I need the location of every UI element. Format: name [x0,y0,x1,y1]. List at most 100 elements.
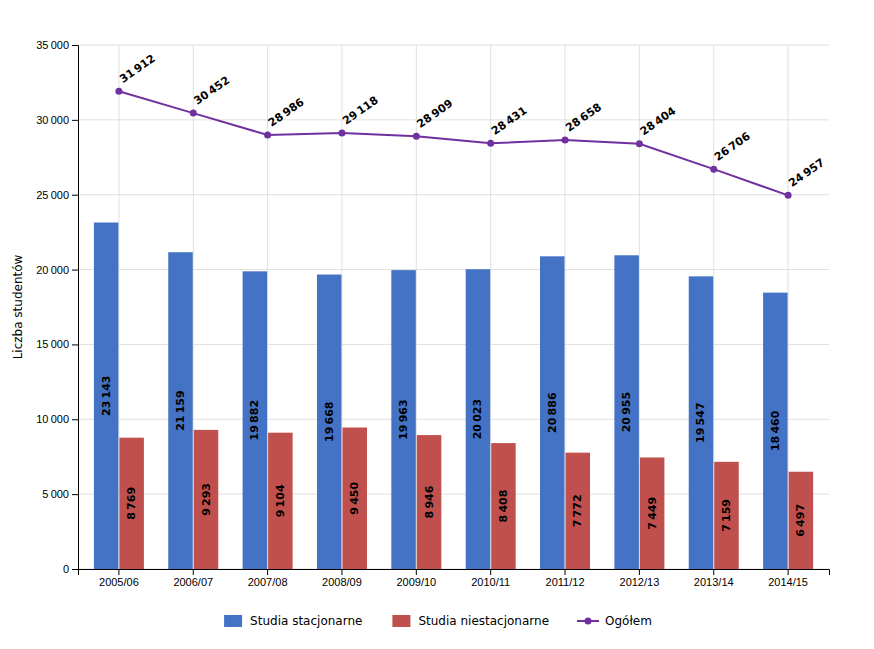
bar [168,252,192,569]
data-label: 7 159 [720,499,733,532]
data-labels: 23 14321 15919 88219 66819 96320 02320 8… [100,52,827,537]
bar [540,256,564,569]
bar [640,457,664,569]
tick-label: 30 000 [36,114,69,126]
bar [714,462,738,569]
tick: 15 000 [36,338,78,350]
tick-mark [72,344,78,345]
marks [94,88,813,569]
tick-mark [639,569,640,575]
tick-mark [193,569,194,575]
grid-line [78,194,829,195]
tick-mark [72,195,78,196]
axis-line [72,46,79,570]
tick-mark [72,120,78,121]
tick: 30 000 [36,114,78,126]
tick: 2006/07 [173,569,213,588]
tick-mark [267,569,268,575]
bar [194,430,218,569]
legend-swatch [392,615,410,627]
data-label: 29 118 [340,94,381,128]
tick: 0 [63,563,78,575]
grid-line [639,45,640,569]
legend-item: Studia niestacjonarne [392,614,549,628]
legend-label: Studia stacjonarne [250,614,362,628]
data-label: 28 909 [415,97,456,131]
axis-line [79,570,830,576]
tick-label: 2005/06 [99,576,139,588]
data-label: 9 104 [274,484,287,517]
data-label: 9 450 [348,482,361,515]
data-label: 28 658 [563,101,604,135]
data-label: 7 772 [571,494,584,527]
bar [789,472,813,569]
marker [115,88,122,95]
data-label: 6 497 [794,504,807,537]
data-label: 20 023 [471,399,484,439]
tick: 2013/14 [694,569,734,588]
marker [785,192,792,199]
tick-mark [416,569,417,575]
tick-label: 35 000 [36,39,69,51]
bar [342,428,366,569]
data-label: 7 449 [646,497,659,530]
tick-label: 10 000 [36,413,69,425]
legend-item: Studia stacjonarne [224,614,362,628]
tick-label: 25 000 [36,189,69,201]
y-axis-title: Liczba studentów [11,254,25,359]
grid-line [78,45,829,46]
bar [243,271,267,569]
bar-series [94,223,788,569]
tick-label: 20 000 [36,264,69,276]
tick-label: 2011/12 [546,576,585,588]
tick: 2014/15 [768,569,808,588]
tick: 20 000 [36,264,78,276]
line [119,91,788,195]
tick: 25 000 [36,189,78,201]
data-label: 28 404 [638,104,679,138]
data-label: 19 882 [248,400,261,440]
tick: 2011/12 [546,569,585,588]
tick: 35 000 [36,39,78,51]
marker [487,140,494,147]
marker [264,132,271,139]
grid-line [78,119,829,120]
data-label: 28 986 [266,95,307,129]
data-label: 19 668 [323,402,336,442]
y-axis: 0 5 000 10 000 15 000 20 000 25 000 30 000 35 0… [36,39,78,575]
tick-mark [72,494,78,495]
bar [491,443,515,569]
bar [417,435,441,569]
tick: 10 000 [36,413,78,425]
tick: 5 000 [42,488,78,500]
tick-label: 5 000 [42,488,69,500]
tick-label: 2008/09 [322,576,362,588]
tick-label: 2007/08 [248,576,288,588]
tick-mark [72,419,78,420]
tick-label: 2013/14 [694,576,734,588]
plot: 23 14321 15919 88219 66819 96320 02320 8… [36,39,829,588]
marker [562,136,569,143]
grid-line [490,45,491,569]
data-label: 8 769 [125,487,138,520]
legend-item: Ogółem [577,614,652,628]
tick-label: 2009/10 [396,576,436,588]
tick: 2010/11 [471,569,510,588]
data-label: 8 946 [423,485,436,518]
data-label: 21 159 [174,390,187,430]
marker [338,130,345,137]
data-label: 30 452 [192,74,233,108]
grid-line [267,45,268,569]
data-label: 23 143 [100,376,113,416]
tick-label: 2014/15 [768,576,808,588]
tick-label: 2012/13 [620,576,660,588]
bar [466,269,490,569]
tick: 2007/08 [248,569,288,588]
bar [566,453,590,569]
bar [391,270,415,569]
marker [190,110,197,117]
bar [763,293,787,569]
marker [636,140,643,147]
tick: 2012/13 [620,569,660,588]
data-label: 26 706 [712,130,753,164]
